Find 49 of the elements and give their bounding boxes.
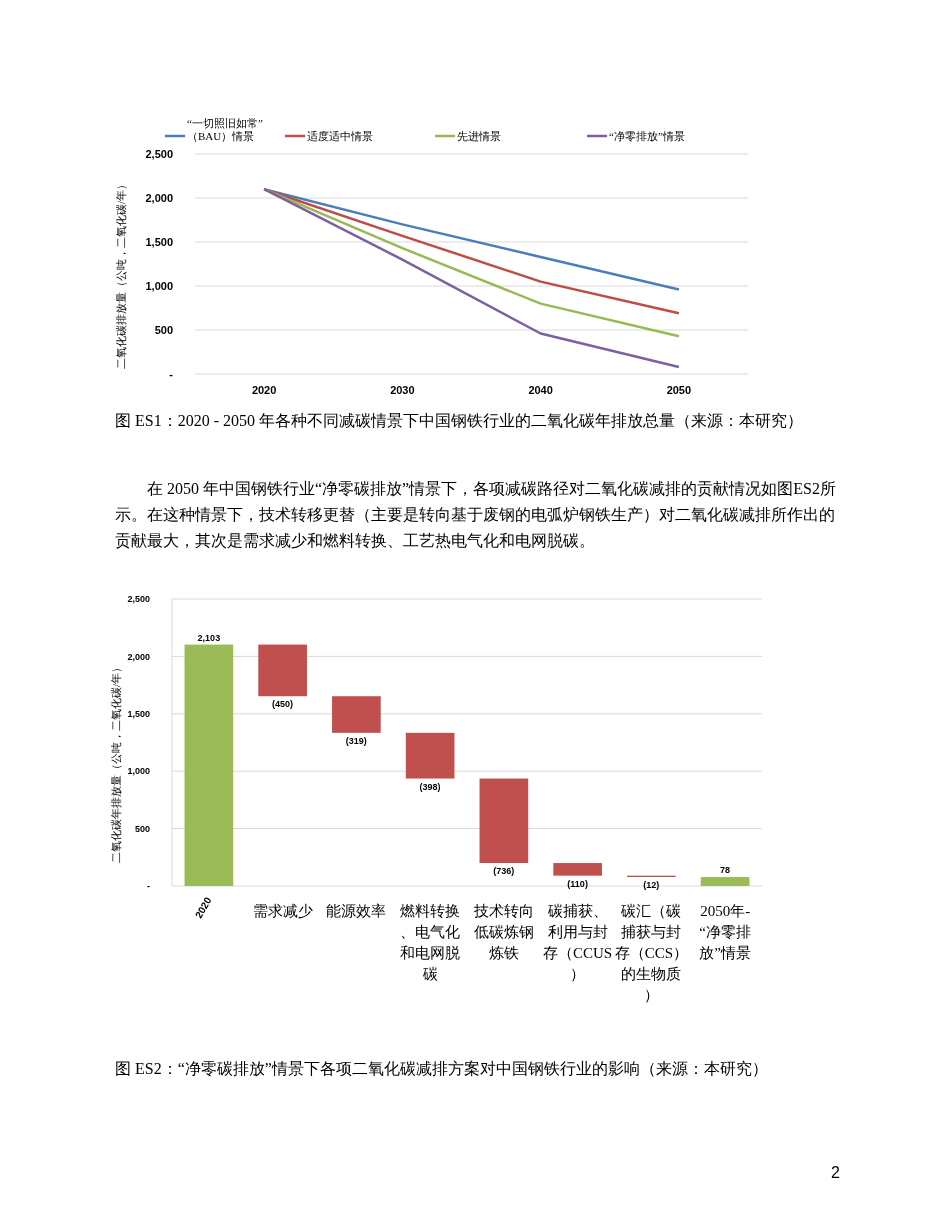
y-axis-title: 二氧化碳排放量（公吨，二氧化碳/年）: [115, 178, 127, 370]
x-tick-label: 碳汇（碳捕获与封存（CCS）的生物质）: [614, 903, 689, 1003]
legend-label: “一切照旧如常”（BAU）情景: [187, 117, 263, 142]
text: 2: [830, 1163, 840, 1183]
x-tick-label: 2030: [390, 384, 415, 396]
bar: [332, 696, 381, 733]
x-tick-label: 2020: [251, 384, 277, 396]
y-tick-label: -: [147, 881, 150, 892]
data-label: (12): [643, 880, 660, 891]
x-tick-label: 2050: [666, 384, 692, 396]
y-tick-label: 500: [134, 823, 150, 834]
x-tick-label: 2050年-“净零排放”情景: [699, 903, 751, 961]
y-tick-label: 2,000: [127, 651, 150, 662]
bar: [258, 644, 307, 697]
bar: [479, 778, 529, 864]
y-tick-label: 1,000: [127, 766, 150, 777]
bar: [553, 863, 602, 876]
data-label: (736): [493, 866, 515, 877]
bar: [700, 877, 750, 886]
x-tick-label: 能源效率: [326, 903, 387, 919]
x-tick-label: 2040: [528, 384, 553, 396]
data-label: (450): [272, 699, 294, 710]
bar: [405, 732, 455, 779]
data-label: 2,103: [197, 632, 221, 643]
y-tick-label: 500: [154, 323, 173, 336]
x-tick-label: 燃料转换、电气化和电网脱碳: [400, 903, 461, 982]
y-tick-label: 2,000: [145, 191, 173, 204]
x-tick-label: 技术转向低碳炼钢炼铁: [472, 903, 534, 961]
y-tick-label: 2,500: [145, 147, 173, 160]
y-axis-title: 二氧化碳年排放量（公吨，二氧化碳/年）: [110, 661, 122, 864]
legend-label: “净零排放”情景: [609, 130, 685, 142]
x-tick-label: 需求减少: [252, 903, 313, 919]
y-tick-label: 1,500: [145, 235, 173, 248]
y-tick-label: 1,000: [145, 279, 173, 292]
legend-label: 适度适中情景: [307, 130, 373, 142]
legend-label: 先进情景: [457, 130, 501, 142]
line-series: [262, 187, 681, 369]
bar: [184, 644, 234, 886]
text: 图 ES1：2020 - 2050 年各种不同减碳情景下中国钢铁行业的二氧化碳年排放总量（来源：本研究）: [115, 411, 804, 431]
x-tick-label: 碳捕获、利用与封存（CCUS）: [543, 903, 613, 982]
data-label: 78: [720, 865, 731, 876]
data-label: (319): [345, 735, 367, 746]
y-tick-label: 2,500: [127, 594, 150, 605]
data-label: (398): [419, 781, 441, 792]
text: 图 ES2：“净零碳排放”情景下各项二氧化碳减排方案对中国钢铁行业的影响（来源：本研究）: [115, 1059, 769, 1079]
y-tick-label: 1,500: [127, 708, 150, 719]
data-label: (110): [567, 878, 588, 889]
text: 在 2050 年中国钢铁行业“净零碳排放”情景下，各项减碳路径对二氧化碳减排的贡献情况如图ES2所示。在这种情景下，技术转移更替（主要是转向基于废钢的电弧炉钢铁生产）对二氧化碳减排所作出的贡献最大，其次是需求减少和燃料转换、工艺热电气化和电网脱碳。: [115, 479, 837, 551]
y-tick-label: -: [169, 367, 174, 380]
